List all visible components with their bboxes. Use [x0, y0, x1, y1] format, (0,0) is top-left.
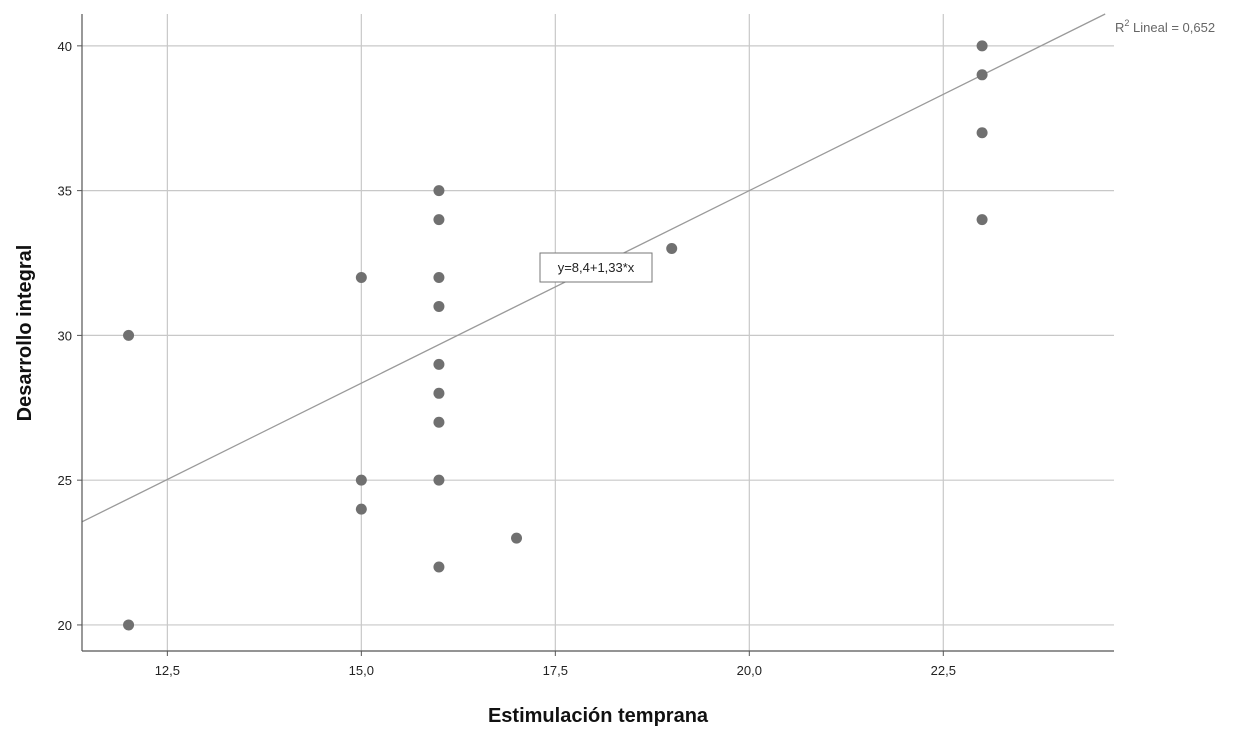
y-tick-label: 40	[58, 39, 72, 54]
r2-label-suffix: Lineal = 0,652	[1129, 20, 1215, 35]
y-tick-label: 30	[58, 328, 72, 343]
data-point	[976, 214, 988, 226]
data-point	[433, 185, 445, 197]
data-point	[433, 416, 445, 428]
r2-label: R2 Lineal = 0,652	[1115, 18, 1215, 35]
tick-labels-layer: 12,5 15,0 17,5 20,0 22,5 20 25 30 35 40	[58, 39, 956, 678]
data-point	[976, 127, 988, 139]
data-point	[976, 69, 988, 81]
data-point	[433, 214, 445, 226]
x-tick-label: 22,5	[931, 663, 956, 678]
x-tick-label: 17,5	[543, 663, 568, 678]
r2-label-prefix: R	[1115, 20, 1124, 35]
equation-label: y=8,4+1,33*x	[558, 260, 635, 275]
axis-layer	[77, 14, 1114, 656]
data-point	[511, 532, 523, 544]
data-point	[355, 271, 367, 283]
equation-box	[539, 252, 653, 283]
data-point	[433, 358, 445, 370]
points-layer	[123, 40, 988, 631]
y-tick-label: 25	[58, 473, 72, 488]
grid-layer	[82, 14, 1114, 651]
data-point	[666, 243, 678, 255]
data-point	[433, 474, 445, 486]
x-tick-label: 15,0	[349, 663, 374, 678]
data-point	[433, 561, 445, 573]
y-tick-label: 20	[58, 618, 72, 633]
x-tick-label: 12,5	[155, 663, 180, 678]
data-point	[355, 503, 367, 515]
equation-annotation: y=8,4+1,33*x	[539, 252, 653, 283]
r2-label-superscript: 2	[1124, 18, 1129, 28]
data-point	[433, 300, 445, 312]
data-point	[123, 329, 135, 341]
data-point	[433, 387, 445, 399]
x-axis-title: Estimulación temprana	[488, 705, 709, 727]
data-point	[976, 40, 988, 52]
x-tick-label: 20,0	[737, 663, 762, 678]
y-tick-label: 35	[58, 184, 72, 199]
data-point	[355, 474, 367, 486]
data-point	[433, 271, 445, 283]
y-axis-title: Desarrollo integral	[14, 245, 36, 422]
data-point	[123, 619, 135, 631]
